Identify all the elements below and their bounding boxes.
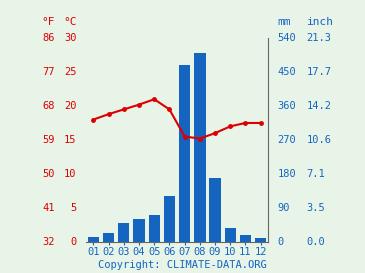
Text: inch: inch (307, 17, 334, 27)
Text: 86: 86 (42, 33, 55, 43)
Text: 5: 5 (70, 203, 77, 213)
Text: 0: 0 (70, 237, 77, 247)
Text: 540: 540 (277, 33, 296, 43)
Text: Copyright: CLIMATE-DATA.ORG: Copyright: CLIMATE-DATA.ORG (98, 260, 267, 270)
Text: 90: 90 (277, 203, 290, 213)
Text: 10: 10 (64, 169, 77, 179)
Bar (224, 229, 236, 242)
Text: 15: 15 (64, 135, 77, 145)
Bar (240, 235, 251, 242)
Text: 20: 20 (64, 101, 77, 111)
Bar (210, 177, 221, 242)
Text: 3.5: 3.5 (307, 203, 325, 213)
Text: 59: 59 (42, 135, 55, 145)
Text: 21.3: 21.3 (307, 33, 331, 43)
Bar (88, 237, 99, 242)
Text: 25: 25 (64, 67, 77, 77)
Text: 32: 32 (42, 237, 55, 247)
Bar (103, 233, 114, 242)
Text: 7.1: 7.1 (307, 169, 325, 179)
Bar (179, 65, 190, 242)
Text: 180: 180 (277, 169, 296, 179)
Bar (133, 219, 145, 242)
Bar (255, 238, 266, 242)
Bar (164, 196, 175, 242)
Text: 10.6: 10.6 (307, 135, 331, 145)
Text: °C: °C (63, 17, 77, 27)
Text: 68: 68 (42, 101, 55, 111)
Bar (149, 215, 160, 242)
Text: 14.2: 14.2 (307, 101, 331, 111)
Text: 77: 77 (42, 67, 55, 77)
Text: 450: 450 (277, 67, 296, 77)
Text: 17.7: 17.7 (307, 67, 331, 77)
Text: °F: °F (41, 17, 55, 27)
Text: 0.0: 0.0 (307, 237, 325, 247)
Text: 0: 0 (277, 237, 284, 247)
Text: 270: 270 (277, 135, 296, 145)
Text: 50: 50 (42, 169, 55, 179)
Text: 360: 360 (277, 101, 296, 111)
Bar (194, 53, 205, 242)
Text: 30: 30 (64, 33, 77, 43)
Text: 41: 41 (42, 203, 55, 213)
Text: mm: mm (277, 17, 291, 27)
Bar (118, 223, 130, 242)
